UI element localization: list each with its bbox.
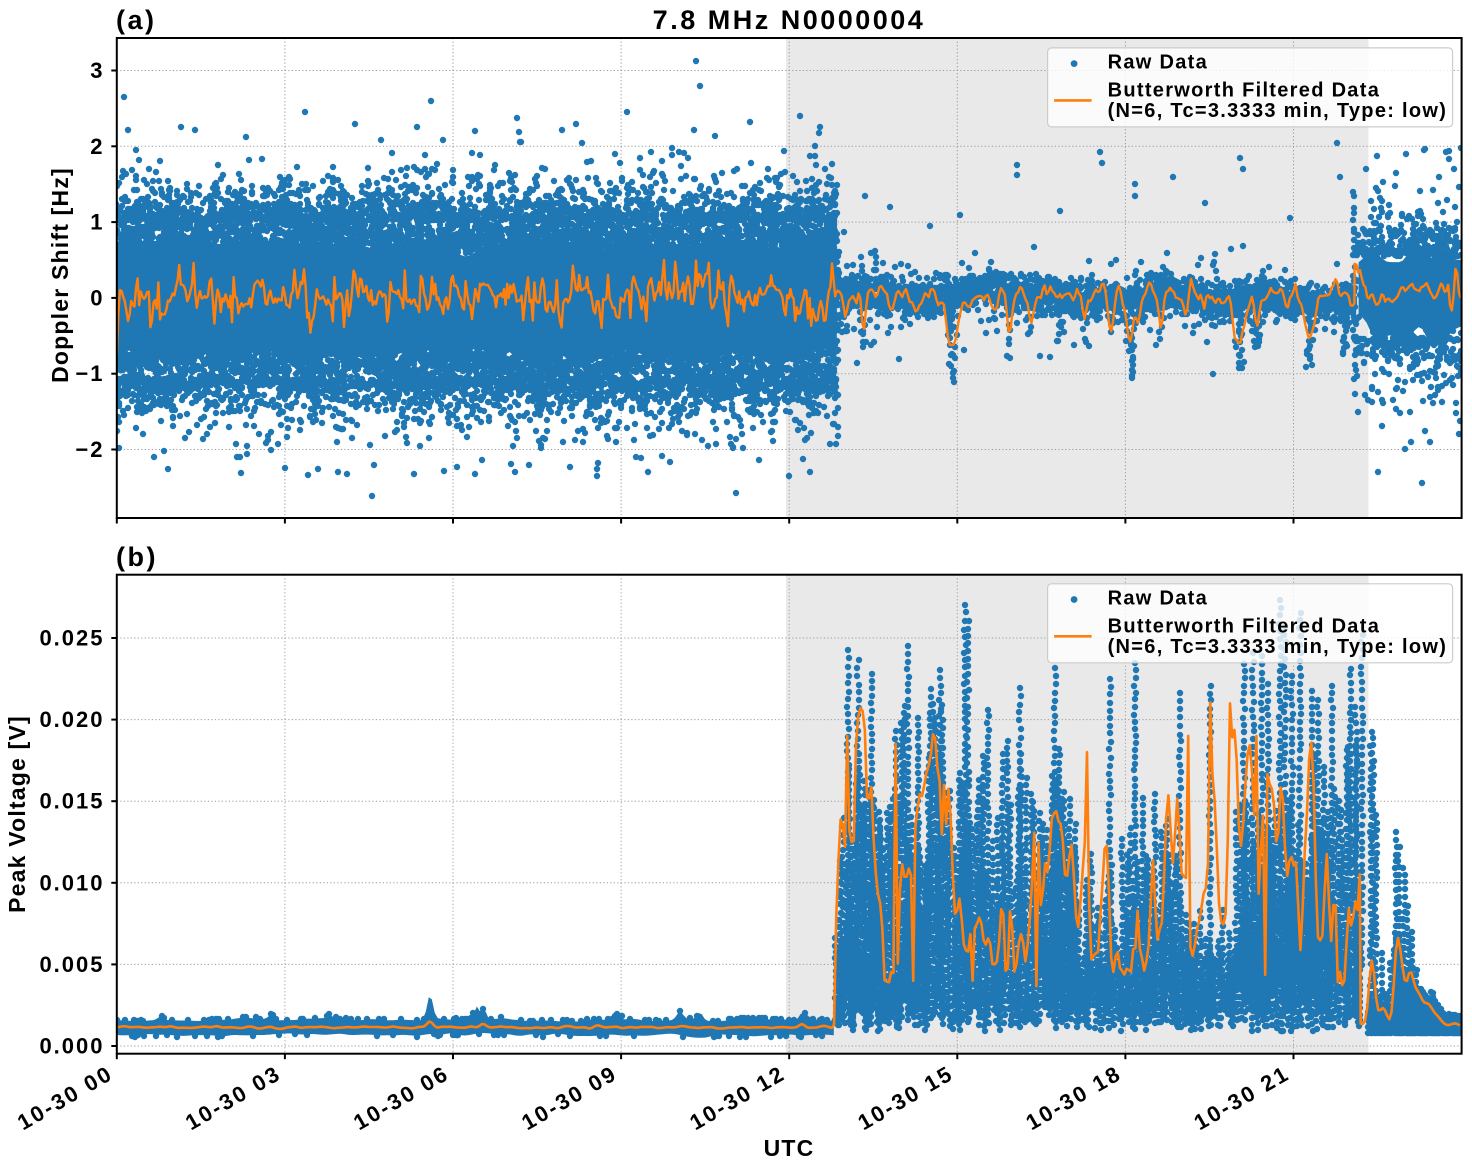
svg-text:−2: −2 bbox=[75, 437, 104, 462]
svg-text:0.020: 0.020 bbox=[39, 707, 104, 732]
svg-text:(N=6, Tc=3.3333 min, Type: low: (N=6, Tc=3.3333 min, Type: low) bbox=[1108, 636, 1448, 658]
svg-text:0.015: 0.015 bbox=[39, 789, 104, 814]
svg-text:2: 2 bbox=[90, 134, 104, 159]
svg-text:0.010: 0.010 bbox=[39, 870, 104, 895]
svg-text:(N=6, Tc=3.3333 min, Type: low: (N=6, Tc=3.3333 min, Type: low) bbox=[1108, 100, 1448, 122]
svg-text:Peak Voltage [V]: Peak Voltage [V] bbox=[4, 715, 30, 913]
svg-text:Raw Data: Raw Data bbox=[1108, 51, 1208, 73]
svg-text:−1: −1 bbox=[75, 361, 104, 386]
svg-text:1: 1 bbox=[90, 210, 104, 235]
svg-text:Raw Data: Raw Data bbox=[1108, 587, 1208, 609]
svg-text:7.8 MHz N0000004: 7.8 MHz N0000004 bbox=[653, 5, 926, 35]
svg-text:0.000: 0.000 bbox=[39, 1034, 104, 1059]
svg-text:Butterworth Filtered Data: Butterworth Filtered Data bbox=[1108, 79, 1381, 101]
svg-text:Doppler Shift [Hz]: Doppler Shift [Hz] bbox=[47, 167, 73, 383]
svg-text:0: 0 bbox=[90, 285, 104, 310]
svg-text:UTC: UTC bbox=[764, 1135, 815, 1161]
svg-text:(b): (b) bbox=[116, 542, 158, 572]
svg-text:0.025: 0.025 bbox=[39, 626, 104, 651]
svg-text:3: 3 bbox=[90, 58, 104, 83]
svg-text:Butterworth Filtered Data: Butterworth Filtered Data bbox=[1108, 615, 1381, 637]
svg-text:(a): (a) bbox=[116, 5, 157, 35]
svg-text:0.005: 0.005 bbox=[39, 952, 104, 977]
